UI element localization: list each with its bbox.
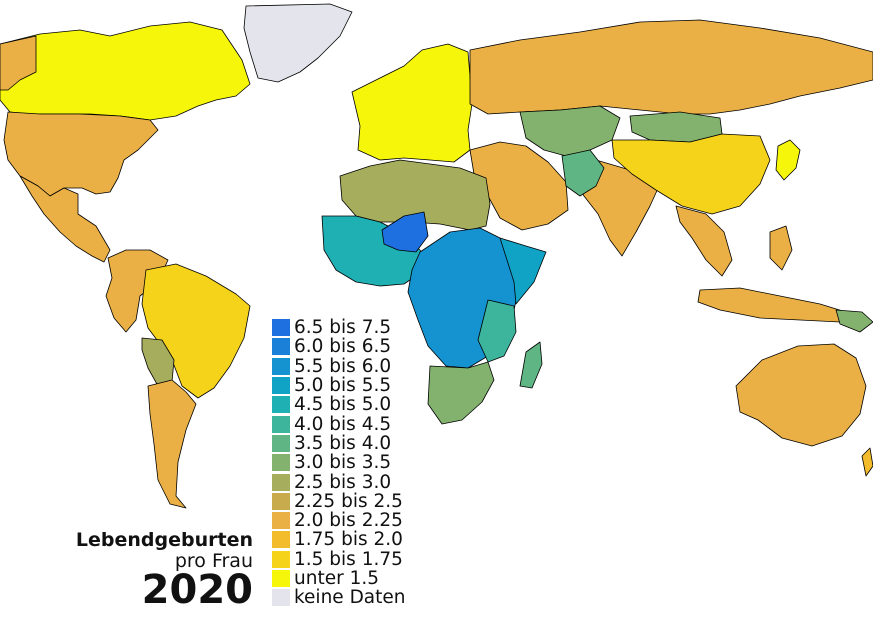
legend-label: 4.5 bis 5.0 <box>294 394 392 416</box>
region-southern-cone <box>147 379 197 509</box>
legend-label: 5.0 bis 5.5 <box>294 375 392 397</box>
legend-swatch <box>272 473 290 491</box>
legend-swatch <box>272 512 290 530</box>
legend-label: 2.25 bis 2.5 <box>294 490 403 512</box>
legend-label: 1.5 bis 1.75 <box>294 548 403 570</box>
region-australia <box>735 343 867 447</box>
legend-label: 6.5 bis 7.5 <box>294 317 392 339</box>
legend-label: keine Daten <box>294 587 406 609</box>
region-new-zealand <box>861 447 873 477</box>
region-greenland <box>243 3 353 83</box>
region-canada <box>0 21 251 121</box>
legend-swatch <box>272 415 290 433</box>
region-europe <box>351 43 473 163</box>
legend-item: 6.5 bis 7.5 <box>272 318 406 337</box>
region-southern-africa <box>427 361 495 425</box>
region-png <box>835 309 873 333</box>
region-central-asia <box>519 105 621 157</box>
legend-item: keine Daten <box>272 588 406 607</box>
legend-swatch <box>272 531 290 549</box>
legend-label: 4.0 bis 4.5 <box>294 413 392 435</box>
legend-label: 6.0 bis 6.5 <box>294 336 392 358</box>
legend-swatch <box>272 454 290 472</box>
legend-label: 2.5 bis 3.0 <box>294 471 392 493</box>
legend-item: 5.5 bis 6.0 <box>272 357 406 376</box>
legend-swatch <box>272 492 290 510</box>
legend-swatch <box>272 570 290 587</box>
legend-item: 5.0 bis 5.5 <box>272 376 406 395</box>
title-year: 2020 <box>141 567 253 613</box>
legend-item: 3.5 bis 4.0 <box>272 434 406 453</box>
legend-label: 5.5 bis 6.0 <box>294 355 392 377</box>
region-alaska <box>0 35 37 91</box>
title-line-1: Lebendgeburten <box>75 529 253 551</box>
legend-item: 2.25 bis 2.5 <box>272 492 406 511</box>
legend-label: unter 1.5 <box>294 568 379 589</box>
region-afghanistan-pakistan <box>561 149 605 197</box>
legend-item: 4.0 bis 4.5 <box>272 413 406 435</box>
legend-label: 1.75 bis 2.0 <box>294 529 403 551</box>
region-philippines <box>769 225 793 271</box>
legend-item: 2.5 bis 3.0 <box>272 471 406 493</box>
region-southeast-asia <box>675 205 733 277</box>
region-japan <box>775 139 801 181</box>
legend-swatch <box>272 357 290 375</box>
legend-item: 1.5 bis 1.75 <box>272 550 406 569</box>
region-niger <box>381 211 429 253</box>
legend: 6.5 bis 7.5 6.0 bis 6.5 5.5 bis 6.0 5.0 … <box>272 318 406 607</box>
legend-item: 4.5 bis 5.0 <box>272 395 406 414</box>
legend-item: unter 1.5 <box>272 569 406 588</box>
legend-item: 6.0 bis 6.5 <box>272 337 406 356</box>
legend-item: 3.0 bis 3.5 <box>272 453 406 472</box>
legend-swatch <box>272 377 290 395</box>
region-russia <box>469 19 873 115</box>
legend-swatch <box>272 396 290 414</box>
legend-swatch <box>272 319 290 337</box>
region-indonesia <box>697 287 847 323</box>
legend-swatch <box>272 589 290 607</box>
title-line-2: pro Frau <box>174 550 253 572</box>
region-east-africa <box>477 299 517 363</box>
legend-label: 3.0 bis 3.5 <box>294 452 392 474</box>
legend-label: 3.5 bis 4.0 <box>294 432 392 454</box>
legend-label: 2.0 bis 2.25 <box>294 510 403 532</box>
legend-swatch <box>272 550 290 568</box>
region-madagascar <box>519 341 543 389</box>
legend-item: 2.0 bis 2.25 <box>272 511 406 530</box>
region-mexico <box>19 175 111 263</box>
region-china <box>611 133 771 215</box>
legend-swatch <box>272 434 290 452</box>
legend-swatch <box>272 338 290 356</box>
region-horn-of-africa <box>499 237 547 305</box>
legend-item: 1.75 bis 2.0 <box>272 530 406 549</box>
region-brazil <box>141 263 251 399</box>
